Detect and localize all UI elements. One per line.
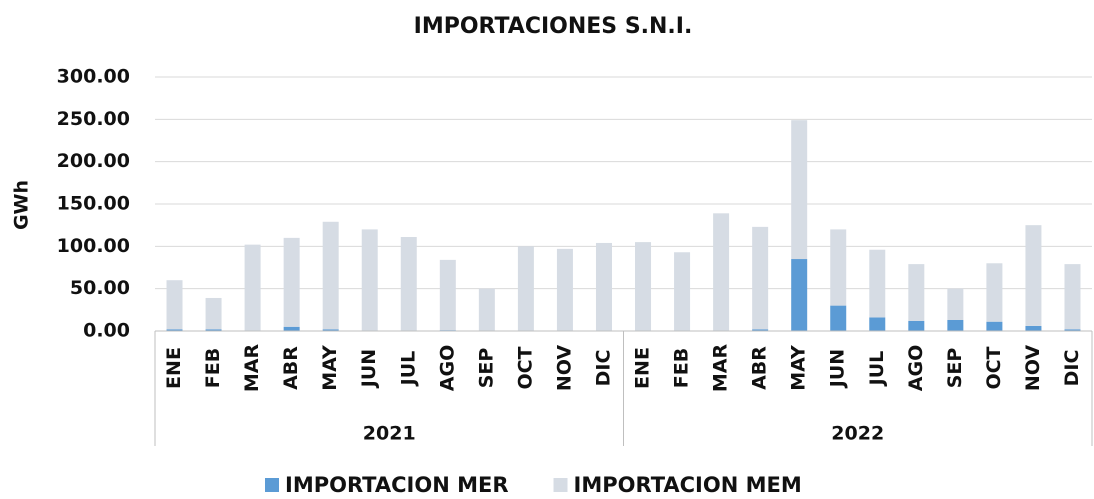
bar-segment [205,329,222,331]
x-tick-label: JUL [866,351,888,388]
x-tick-label: OCT [983,346,1005,389]
x-tick-label: ABR [280,346,302,390]
bar-segment [869,249,886,318]
bar-segment [752,329,769,331]
legend-swatch [265,478,279,492]
group-label: 2022 [831,423,884,445]
x-tick-label: ABR [749,346,771,390]
legend-label: IMPORTACION MER [285,473,509,495]
y-tick-label: 250.00 [57,108,130,130]
y-tick-label: 150.00 [57,193,130,215]
bar-segment [908,320,925,331]
bar-segment [791,120,808,260]
x-tick-label: AGO [905,345,927,391]
bar-segment [166,280,183,330]
x-tick-label: FEB [671,348,693,388]
legend-label: IMPORTACION MEM [574,473,802,495]
bar-segment [517,246,534,331]
y-tick-label: 0.00 [83,320,130,342]
x-tick-label: NOV [1022,345,1044,392]
x-tick-label: ENE [163,347,185,389]
bar-segment [986,263,1003,322]
bar-segment [1064,329,1081,331]
bar-segment [556,248,573,331]
y-tick-label: 100.00 [57,235,130,257]
bar-segment [986,321,1003,331]
bar-segment [478,288,495,331]
bar-segment [1064,264,1081,330]
x-tick-label: OCT [514,346,536,389]
bar-segment [713,213,730,331]
bar-segment [830,229,847,306]
bar-segment [283,326,300,331]
bar-segment [283,237,300,327]
bar-segment [322,221,339,330]
bar-segment [595,242,612,331]
bar-segment [791,259,808,331]
bar-segment [869,317,886,331]
bar-segment [361,229,378,331]
y-tick-label: 300.00 [57,66,130,88]
x-tick-label: AGO [436,345,458,391]
bar-segment [947,319,964,331]
group-label: 2021 [363,423,416,445]
bar-segment [1025,225,1042,326]
x-tick-label: DIC [592,350,614,387]
bar-segment [244,244,261,331]
x-tick-label: ENE [632,347,654,389]
bar-segment [400,237,417,331]
y-tick-label: 200.00 [57,150,130,172]
legend-swatch [553,478,568,492]
x-tick-label: MAY [788,345,810,391]
bar-segment [947,288,964,320]
bar-segment [166,329,183,331]
y-tick-label: 50.00 [70,277,130,299]
x-tick-label: MAY [319,345,341,391]
bar-segment [908,264,925,321]
x-tick-label: NOV [553,345,575,392]
x-tick-label: FEB [202,348,224,388]
x-tick-label: SEP [944,348,966,389]
x-tick-label: JUN [827,349,849,389]
bar-segment [439,259,456,331]
bar-segment [205,297,222,330]
bar-segment [635,242,652,331]
bar-segment [830,305,847,331]
x-tick-label: MAR [241,344,263,393]
x-tick-label: SEP [475,348,497,389]
x-tick-label: DIC [1061,350,1083,387]
bar-segment [752,226,769,330]
x-tick-label: JUL [397,351,419,388]
chart-title: IMPORTACIONES S.N.I. [414,14,693,39]
y-axis-label: GWh [11,180,33,230]
x-tick-label: JUN [358,349,380,389]
bar-segment [322,329,339,331]
bar-segment [1025,325,1042,331]
x-tick-label: MAR [710,344,732,393]
bar-segment [674,252,691,331]
